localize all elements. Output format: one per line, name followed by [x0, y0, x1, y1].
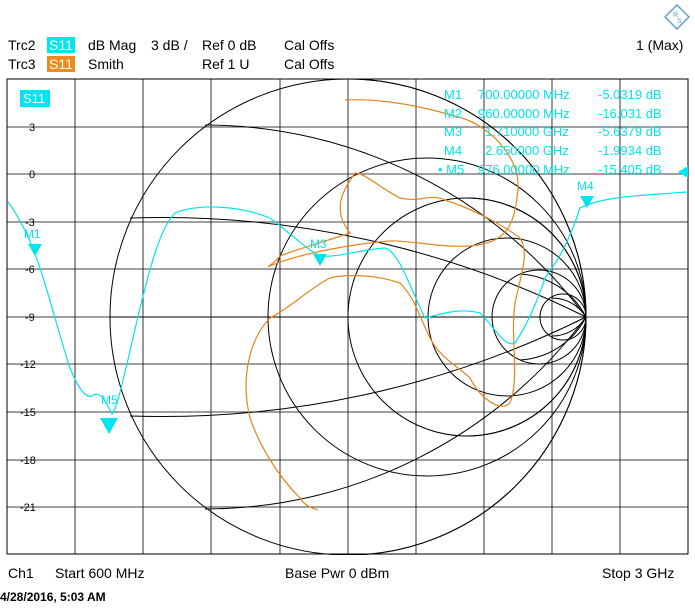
trace3-param[interactable]: S11	[47, 56, 75, 72]
start-frequency[interactable]: Start 600 MHz	[55, 565, 145, 581]
measurement-diagram[interactable]: S11 3 0 -3 -6 -9 -12 -15 -18 -21 M1 M3 M…	[0, 78, 695, 555]
svg-text:R: R	[673, 12, 678, 19]
marker-label: M4	[444, 143, 462, 158]
channel-label[interactable]: Ch1	[8, 565, 34, 581]
y-tick-label: -9	[25, 312, 35, 324]
y-tick-label: 0	[29, 169, 35, 181]
stop-frequency[interactable]: Stop 3 GHz	[602, 565, 675, 581]
trace2-cal[interactable]: Cal Offs	[284, 37, 335, 53]
trace3-ref[interactable]: Ref 1 U	[202, 56, 250, 72]
marker-m1-triangle	[28, 244, 42, 256]
trace-tag-bg	[20, 90, 50, 107]
magnitude-trace	[7, 191, 689, 416]
y-tick-label: -12	[20, 359, 36, 371]
y-tick-label: 3	[29, 122, 35, 134]
marker-m5-triangle	[100, 418, 118, 434]
marker-freq: 960.00000 MHz	[478, 106, 570, 121]
y-tick-label: -21	[20, 502, 36, 514]
y-tick-label: -6	[25, 264, 35, 276]
marker-freq: 976.00000 MHz	[478, 162, 570, 177]
max-indicator: 1 (Max)	[636, 37, 684, 53]
trace3-format[interactable]: Smith	[88, 56, 124, 72]
marker-m5-tag: M5	[101, 393, 118, 407]
y-tick-label: -18	[20, 455, 36, 467]
trace2-scale[interactable]: 3 dB /	[151, 37, 188, 53]
trace2-name[interactable]: Trc2	[8, 37, 36, 53]
svg-text:S: S	[677, 18, 682, 25]
trace-tag[interactable]: S11	[23, 91, 45, 106]
base-power[interactable]: Base Pwr 0 dBm	[285, 565, 390, 581]
marker-freq: 2.650000 GHz	[485, 143, 569, 158]
marker-m1-tag: M1	[24, 227, 41, 241]
marker-freq: 1.710000 GHz	[485, 124, 569, 139]
marker-label: M2	[444, 106, 462, 121]
marker-m3-triangle	[313, 254, 327, 266]
marker-value: -16.031 dB	[598, 106, 662, 121]
marker-value: -15.405 dB	[598, 162, 662, 177]
trace3-name[interactable]: Trc3	[8, 56, 36, 72]
smith-trace	[245, 99, 525, 511]
marker-value: -1.9934 dB	[598, 143, 662, 158]
trace2-ref[interactable]: Ref 0 dB	[202, 37, 257, 53]
y-tick-label: -15	[20, 407, 36, 419]
trace2-format[interactable]: dB Mag	[88, 37, 137, 53]
marker-value: -5.6379 dB	[598, 124, 662, 139]
trace2-param[interactable]: S11	[47, 37, 75, 53]
marker-readout: M1 700.00000 MHz -5.0319 dB M2 960.00000…	[438, 87, 662, 177]
marker-label: M3	[444, 124, 462, 139]
marker-label: • M5	[438, 162, 464, 177]
marker-right-arrow	[678, 166, 688, 178]
timestamp: 4/28/2016, 5:03 AM	[0, 590, 106, 604]
marker-m3-tag: M3	[310, 237, 327, 251]
marker-m4-tag: M4	[577, 179, 594, 193]
trace3-cal[interactable]: Cal Offs	[284, 56, 335, 72]
y-tick-label: -3	[25, 217, 35, 229]
marker-m4-triangle	[580, 196, 594, 208]
markers	[28, 166, 688, 434]
rohde-schwarz-logo: R S	[664, 4, 690, 30]
marker-label: M1	[444, 87, 462, 102]
marker-value: -5.0319 dB	[598, 87, 662, 102]
y-axis-labels: 3 0 -3 -6 -9 -12 -15 -18 -21	[20, 122, 36, 514]
marker-freq: 700.00000 MHz	[478, 87, 570, 102]
